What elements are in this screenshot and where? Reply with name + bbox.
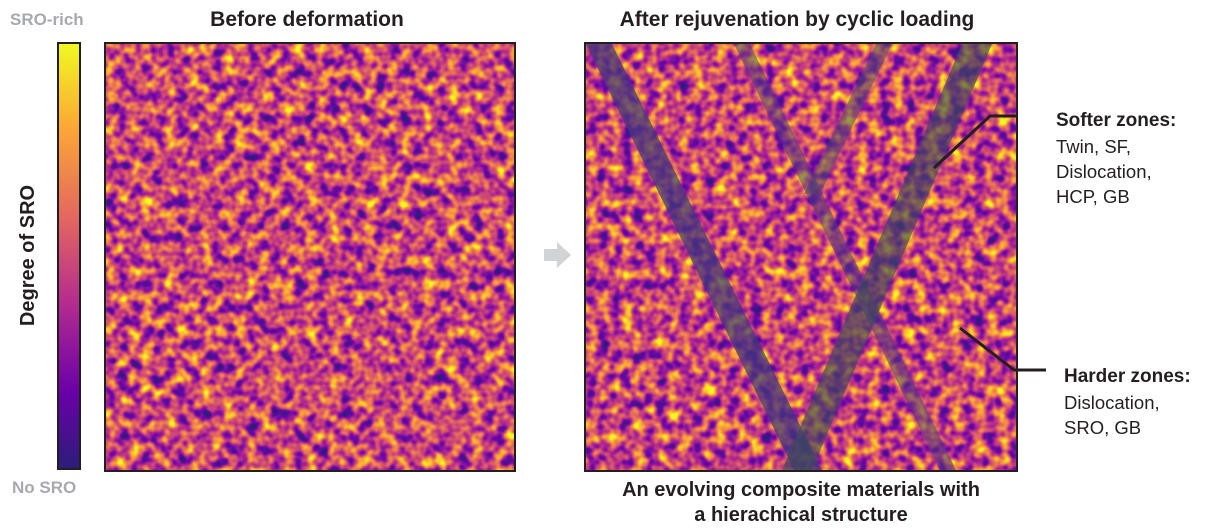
softer-zones-item: Twin, SF, — [1056, 136, 1132, 157]
band-3 — [782, 44, 992, 470]
after-panel-title: After rejuvenation by cyclic loading — [619, 8, 975, 31]
harder-zones-item: Dislocation, — [1064, 392, 1160, 413]
before-panel-title: Before deformation — [210, 8, 404, 31]
after-sro-texture — [586, 44, 1016, 470]
colorbar-axis-label: Degree of SRO — [17, 184, 40, 326]
harder-zones-list: Dislocation, SRO, GB — [1064, 390, 1160, 440]
softer-zones-item: Dislocation, — [1056, 161, 1152, 182]
band-1 — [586, 44, 822, 470]
softer-zones-title: Softer zones: — [1056, 110, 1177, 131]
band-2 — [734, 44, 956, 470]
colorbar-top-label: SRO-rich — [10, 10, 84, 29]
colorbar-bottom-label: No SRO — [12, 478, 77, 497]
right-arrow-icon — [544, 240, 572, 275]
harder-zones-item: SRO, GB — [1064, 417, 1142, 438]
softer-zones-leader-line — [932, 114, 1016, 170]
softer-zones-list: Twin, SF, Dislocation, HCP, GB — [1056, 134, 1152, 209]
before-sro-map — [104, 42, 516, 472]
harder-zones-leader-line — [959, 326, 1046, 372]
after-sro-map — [584, 42, 1018, 472]
harder-zones-title: Harder zones: — [1064, 366, 1191, 387]
before-sro-texture — [106, 44, 514, 470]
figure-caption: An evolving composite materials with a h… — [570, 478, 1032, 528]
band-4 — [804, 44, 892, 194]
colorbar — [57, 42, 81, 470]
softer-zones-item: HCP, GB — [1056, 186, 1130, 207]
caption-line: a hierachical structure — [694, 504, 908, 526]
caption-line: An evolving composite materials with — [622, 479, 980, 501]
